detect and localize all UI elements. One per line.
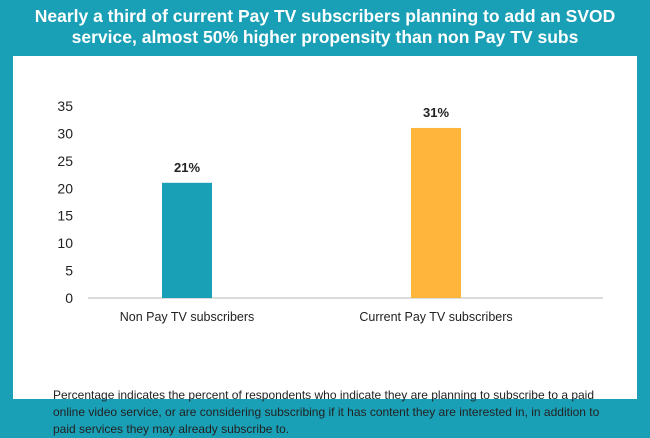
x-tick-label: Non Pay TV subscribers [120,310,255,324]
chart-frame: Nearly a third of current Pay TV subscri… [0,6,650,436]
y-tick-label: 25 [57,153,73,169]
y-tick-label: 35 [57,98,73,114]
y-tick-label: 15 [57,208,73,224]
data-label: 21% [174,160,200,175]
y-tick-label: 0 [65,290,73,306]
y-tick-label: 5 [65,263,73,279]
y-tick-label: 10 [57,235,73,251]
chart-title-line-1: Nearly a third of current Pay TV subscri… [34,6,616,26]
chart-footnote: Percentage indicates the percent of resp… [53,388,600,436]
chart-panel: 0 5 10 15 20 25 30 35 21% Non Pay TV subscribers 3… [13,56,637,436]
y-tick-label: 20 [57,180,73,196]
chart-title: Nearly a third of current Pay TV subscri… [0,6,650,48]
chart-title-line-2: service, almost 50% higher propensity th… [71,27,579,47]
bar-chart: 0 5 10 15 20 25 30 35 21% Non Pay TV subscribers 3… [57,98,603,324]
bar [411,127,461,298]
data-label: 31% [423,105,449,120]
bar [162,182,212,298]
x-tick-label: Current Pay TV subscribers [359,310,512,324]
y-tick-label: 30 [57,125,73,141]
